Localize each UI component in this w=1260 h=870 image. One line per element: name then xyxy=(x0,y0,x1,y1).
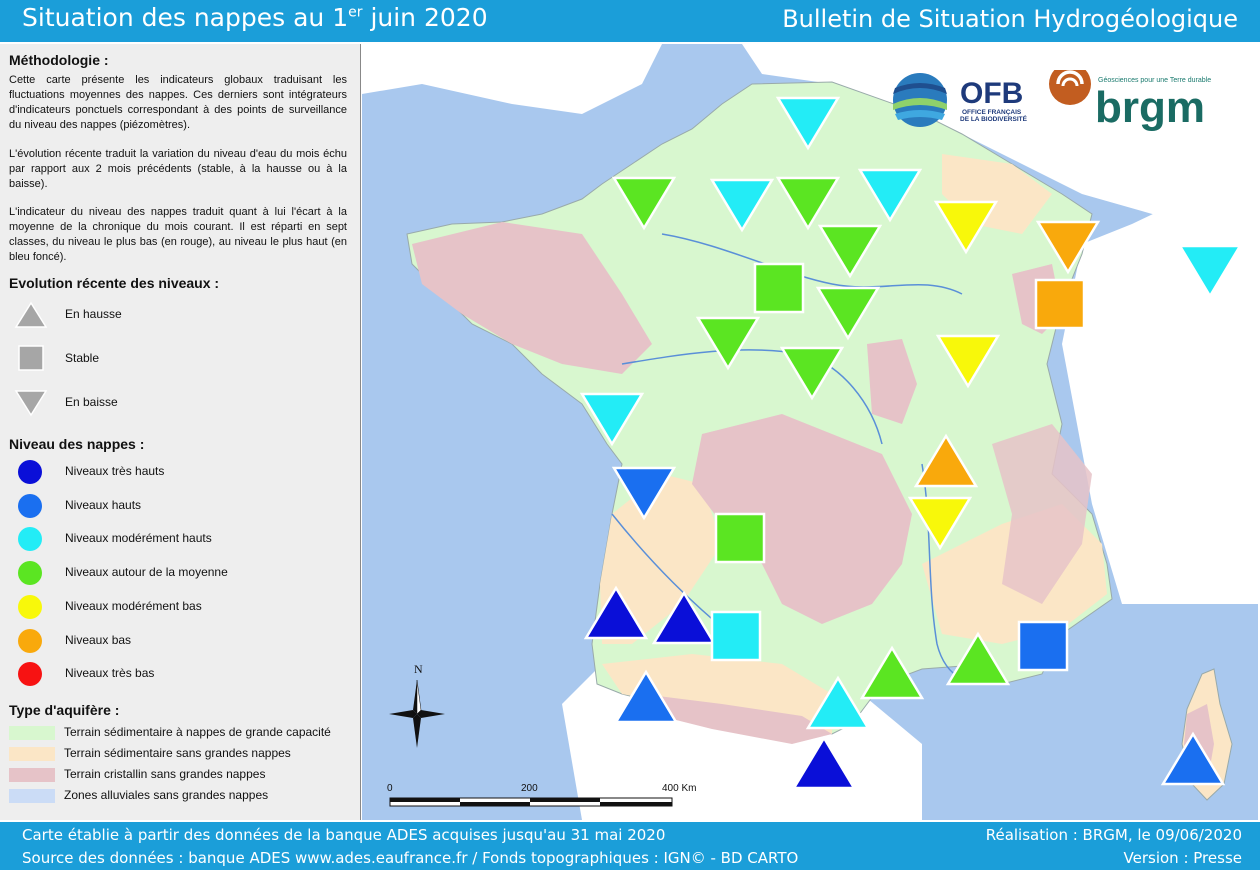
groundwater-symbol-stable xyxy=(1034,278,1086,330)
circle-icon xyxy=(18,629,42,653)
circle-icon xyxy=(18,460,42,484)
groundwater-symbol-baisse xyxy=(579,392,645,447)
groundwater-symbol-baisse xyxy=(857,168,923,223)
sediment-zone-1 xyxy=(600,474,722,644)
neighbor-land-north xyxy=(742,44,1258,244)
groundwater-symbol-hausse xyxy=(651,590,717,645)
groundwater-symbol-hausse xyxy=(913,433,979,488)
groundwater-symbol-stable xyxy=(753,262,805,314)
groundwater-symbol-stable xyxy=(1017,620,1069,672)
groundwater-symbol-stable xyxy=(710,610,762,662)
evolution-heading: Evolution récente des niveaux : xyxy=(9,275,220,291)
groundwater-symbol-hausse xyxy=(859,645,925,700)
groundwater-symbol-hausse xyxy=(1160,731,1226,786)
north-label: N xyxy=(414,662,423,676)
ofb-logo-text: OFB xyxy=(960,77,1023,110)
scale-label-0: 0 xyxy=(387,783,393,794)
groundwater-symbol-stable xyxy=(714,512,766,564)
brgm-tagline: Géosciences pour une Terre durable xyxy=(1098,77,1211,84)
scale-label-200: 200 xyxy=(521,783,538,794)
methodologie-paragraph-2: L'évolution récente traduit la variation… xyxy=(9,148,347,190)
scale-label-400: 400 Km xyxy=(662,783,696,794)
triangle-down-icon xyxy=(14,390,48,417)
map-title: Situation des nappes au 1er juin 2020 xyxy=(22,3,488,32)
footer-data-note: Carte établie à partir des données de la… xyxy=(22,826,666,844)
brgm-logo-icon xyxy=(1049,63,1091,105)
circle-icon xyxy=(18,595,42,619)
bulletin-title: Bulletin de Situation Hydrogéologique xyxy=(782,5,1238,33)
aquifere-swatch xyxy=(9,726,55,740)
svg-text:DE LA BIODIVERSITÉ: DE LA BIODIVERSITÉ xyxy=(960,114,1028,123)
methodologie-heading: Méthodologie : xyxy=(9,52,109,68)
north-arrow-icon xyxy=(389,679,445,748)
circle-icon xyxy=(18,494,42,518)
groundwater-symbol-baisse xyxy=(907,496,973,551)
crystalline-morvan xyxy=(867,339,917,424)
logos-graphic: OFB OFFICE FRANÇAIS DE LA BIODIVERSITÉ G… xyxy=(893,63,1211,132)
header-bar: Situation des nappes au 1er juin 2020 Bu… xyxy=(0,0,1260,44)
footer-version: Version : Presse xyxy=(1123,849,1242,867)
scale-bar xyxy=(389,797,673,807)
aquifere-heading: Type d'aquifère : xyxy=(9,702,120,718)
logos: OFB OFFICE FRANÇAIS DE LA BIODIVERSITÉ G… xyxy=(890,63,1230,150)
groundwater-symbol-baisse xyxy=(775,176,841,231)
crystalline-alps xyxy=(992,424,1092,604)
groundwater-symbol-baisse xyxy=(709,178,775,233)
circle-icon xyxy=(18,662,42,686)
groundwater-symbol-hausse xyxy=(945,631,1011,686)
footer-bar: Carte établie à partir des données de la… xyxy=(0,822,1260,870)
groundwater-symbol-baisse xyxy=(695,316,761,371)
river-seine xyxy=(661,233,963,295)
groundwater-symbol-baisse xyxy=(779,346,845,401)
crystalline-central xyxy=(692,414,912,624)
aquifere-swatch xyxy=(9,789,55,803)
footer-source: Source des données : banque ADES www.ade… xyxy=(22,849,799,867)
groundwater-symbol-hausse xyxy=(791,735,857,790)
groundwater-symbol-baisse xyxy=(817,224,883,279)
circle-icon xyxy=(18,527,42,551)
groundwater-symbol-baisse xyxy=(933,200,999,255)
circle-icon xyxy=(18,561,42,585)
groundwater-symbol-baisse xyxy=(935,334,1001,389)
groundwater-symbol-baisse xyxy=(775,96,841,151)
triangle-up-icon xyxy=(14,301,48,328)
methodologie-paragraph-3: L'indicateur du niveau des nappes tradui… xyxy=(9,206,347,263)
groundwater-symbol-baisse xyxy=(611,176,677,231)
groundwater-symbol-hausse xyxy=(613,669,679,724)
crystalline-pyrenees xyxy=(642,694,832,744)
groundwater-symbol-baisse xyxy=(1035,220,1101,275)
aquifere-swatch xyxy=(9,747,55,761)
groundwater-symbol-baisse xyxy=(1177,244,1243,299)
groundwater-symbol-hausse xyxy=(583,585,649,640)
groundwater-symbol-baisse xyxy=(611,466,677,521)
neighbor-land-uk xyxy=(362,44,662,114)
ofb-circle-icon xyxy=(893,73,947,127)
footer-realisation: Réalisation : BRGM, le 09/06/2020 xyxy=(985,826,1242,844)
aquifere-swatch xyxy=(9,768,55,782)
groundwater-symbol-hausse xyxy=(805,675,871,730)
legend-panel: Méthodologie : Cette carte présente les … xyxy=(0,44,361,820)
square-icon xyxy=(18,345,44,371)
crystalline-brittany xyxy=(412,222,652,374)
map-panel: N 0 200 400 Km OFB OFFICE FRANÇAIS DE LA… xyxy=(362,44,1258,820)
groundwater-symbol-baisse xyxy=(815,286,881,341)
groundwater-symbols xyxy=(579,96,1243,790)
brgm-logo-text: brgm xyxy=(1095,83,1205,132)
methodologie-paragraph-1: Cette carte présente les indicateurs glo… xyxy=(9,74,347,131)
france-map: N 0 200 400 Km xyxy=(362,44,1258,820)
niveau-heading: Niveau des nappes : xyxy=(9,436,145,452)
svg-text:OFFICE FRANÇAIS: OFFICE FRANÇAIS xyxy=(962,109,1022,116)
